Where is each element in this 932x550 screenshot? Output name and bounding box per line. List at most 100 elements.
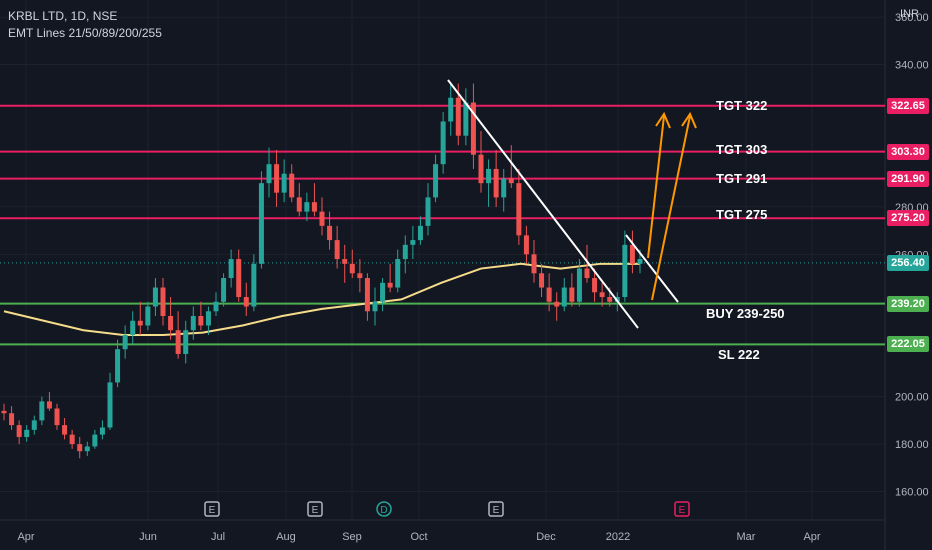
candle-body[interactable] bbox=[448, 97, 454, 122]
target-label-303[interactable]: TGT 303 bbox=[716, 142, 768, 157]
candle-body[interactable] bbox=[637, 259, 643, 264]
candle-body[interactable] bbox=[364, 278, 370, 312]
candle-body[interactable] bbox=[107, 382, 113, 428]
candle-body[interactable] bbox=[46, 401, 52, 409]
candle-body[interactable] bbox=[402, 244, 408, 260]
candle-body[interactable] bbox=[228, 259, 234, 279]
candle-body[interactable] bbox=[584, 268, 590, 279]
candle-body[interactable] bbox=[319, 211, 325, 226]
candle-body[interactable] bbox=[455, 97, 461, 136]
earnings-marker[interactable] bbox=[307, 501, 323, 517]
candle-body[interactable] bbox=[357, 273, 363, 279]
candle-body[interactable] bbox=[190, 316, 196, 331]
candle-body[interactable] bbox=[334, 240, 340, 260]
earnings-marker[interactable] bbox=[204, 501, 220, 517]
candle-body[interactable] bbox=[599, 292, 605, 298]
candle-body[interactable] bbox=[387, 282, 393, 288]
candle-body[interactable] bbox=[130, 320, 136, 335]
candle-body[interactable] bbox=[213, 301, 219, 312]
candle-body[interactable] bbox=[561, 287, 567, 307]
candle-body[interactable] bbox=[205, 311, 211, 326]
candle-body[interactable] bbox=[160, 287, 166, 316]
candle-body[interactable] bbox=[183, 330, 189, 354]
candle-body[interactable] bbox=[470, 102, 476, 155]
candle-body[interactable] bbox=[266, 164, 272, 184]
candle-body[interactable] bbox=[395, 259, 401, 288]
candle-body[interactable] bbox=[380, 282, 386, 302]
candle-body[interactable] bbox=[629, 244, 635, 264]
candle-body[interactable] bbox=[523, 235, 529, 255]
candle-body[interactable] bbox=[145, 306, 151, 326]
candle-body[interactable] bbox=[221, 278, 227, 302]
candle-body[interactable] bbox=[62, 425, 68, 435]
candle-body[interactable] bbox=[236, 259, 242, 298]
price-badge-256.40[interactable]: 256.40 bbox=[887, 254, 929, 271]
candle-body[interactable] bbox=[516, 183, 522, 236]
candle-body[interactable] bbox=[417, 225, 423, 241]
price-badge-275.20[interactable]: 275.20 bbox=[887, 210, 929, 227]
price-badge-222.05[interactable]: 222.05 bbox=[887, 336, 929, 353]
candle-body[interactable] bbox=[258, 183, 264, 264]
candle-body[interactable] bbox=[16, 425, 22, 437]
candle-body[interactable] bbox=[554, 301, 560, 307]
candle-body[interactable] bbox=[493, 168, 499, 198]
projection-arrow-2[interactable] bbox=[651, 115, 691, 301]
candle-body[interactable] bbox=[569, 287, 575, 302]
candle-body[interactable] bbox=[425, 197, 431, 226]
candle-body[interactable] bbox=[274, 164, 280, 193]
trendline-main[interactable] bbox=[447, 79, 639, 329]
candle-body[interactable] bbox=[463, 102, 469, 136]
candle-body[interactable] bbox=[1, 410, 7, 414]
price-badge-322.65[interactable]: 322.65 bbox=[887, 97, 929, 114]
candle-body[interactable] bbox=[281, 173, 287, 193]
target-label-322[interactable]: TGT 322 bbox=[716, 98, 768, 113]
trendline-small[interactable] bbox=[625, 234, 679, 303]
candle-body[interactable] bbox=[539, 273, 545, 288]
buy-zone-label[interactable]: BUY 239-250 bbox=[706, 306, 785, 321]
candle-body[interactable] bbox=[69, 434, 75, 445]
candle-body[interactable] bbox=[349, 263, 355, 274]
dividend-marker[interactable] bbox=[376, 501, 392, 517]
stoploss-label[interactable]: SL 222 bbox=[718, 347, 760, 362]
candle-body[interactable] bbox=[251, 263, 257, 307]
candle-body[interactable] bbox=[622, 244, 628, 298]
candle-body[interactable] bbox=[9, 413, 15, 426]
candle-body[interactable] bbox=[39, 401, 45, 421]
candle-body[interactable] bbox=[289, 173, 295, 198]
price-badge-291.90[interactable]: 291.90 bbox=[887, 170, 929, 187]
candle-body[interactable] bbox=[410, 240, 416, 245]
candle-body[interactable] bbox=[440, 121, 446, 165]
candle-body[interactable] bbox=[99, 427, 105, 435]
candle-body[interactable] bbox=[54, 408, 60, 426]
candle-body[interactable] bbox=[607, 297, 613, 302]
candle-body[interactable] bbox=[115, 349, 121, 383]
candle-body[interactable] bbox=[576, 268, 582, 302]
candle-body[interactable] bbox=[175, 330, 181, 354]
candle-body[interactable] bbox=[137, 320, 143, 326]
candle-body[interactable] bbox=[508, 178, 514, 184]
candle-body[interactable] bbox=[198, 316, 204, 326]
candle-body[interactable] bbox=[311, 202, 317, 212]
target-label-291[interactable]: TGT 291 bbox=[716, 171, 768, 186]
symbol-title[interactable]: KRBL LTD, 1D, NSE bbox=[8, 9, 118, 23]
candle-body[interactable] bbox=[372, 301, 378, 312]
candle-body[interactable] bbox=[243, 297, 249, 307]
candle-body[interactable] bbox=[304, 202, 310, 212]
candle-body[interactable] bbox=[168, 316, 174, 331]
candle-body[interactable] bbox=[501, 178, 507, 198]
price-badge-239.20[interactable]: 239.20 bbox=[887, 295, 929, 312]
candle-body[interactable] bbox=[24, 429, 30, 437]
candle-body[interactable] bbox=[31, 420, 37, 430]
earnings-marker[interactable] bbox=[488, 501, 504, 517]
candle-body[interactable] bbox=[486, 168, 492, 184]
candle-body[interactable] bbox=[478, 154, 484, 184]
indicator-title[interactable]: EMT Lines 21/50/89/200/255 bbox=[8, 26, 162, 40]
candle-body[interactable] bbox=[342, 259, 348, 264]
candle-body[interactable] bbox=[77, 444, 83, 452]
candle-body[interactable] bbox=[327, 225, 333, 241]
candle-body[interactable] bbox=[152, 287, 158, 307]
candle-body[interactable] bbox=[296, 197, 302, 212]
candle-body[interactable] bbox=[592, 278, 598, 293]
candle-body[interactable] bbox=[122, 334, 128, 350]
